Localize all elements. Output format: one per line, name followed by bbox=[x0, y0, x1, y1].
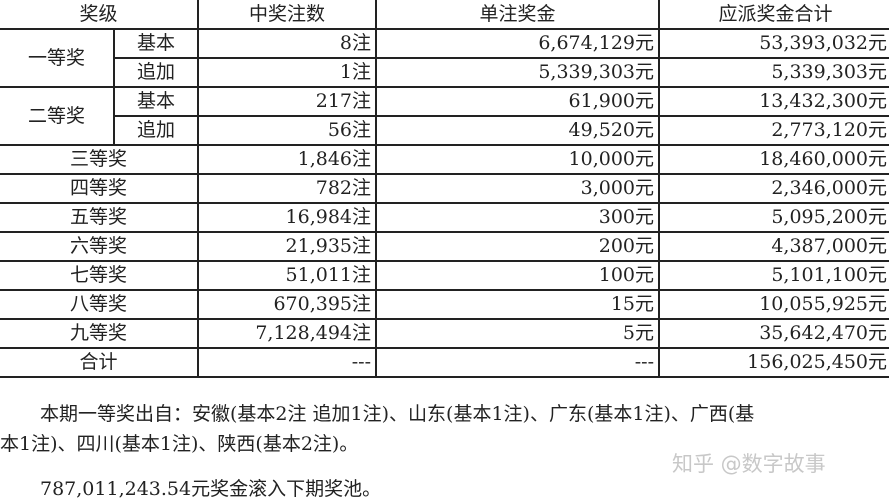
total-cell: 35,642,470元 bbox=[658, 318, 889, 349]
total-cell: 18,460,000元 bbox=[658, 144, 889, 175]
unit-cell: --- bbox=[375, 347, 661, 378]
sub-type: 追加 bbox=[112, 115, 200, 146]
table-row: 二等奖 基本 217注 61,900元 13,432,300元 bbox=[0, 86, 889, 146]
count-cell: 51,011注 bbox=[197, 260, 378, 291]
total-cell: 13,432,300元 bbox=[658, 86, 889, 117]
unit-cell: 6,674,129元 bbox=[375, 28, 661, 59]
count-cell: 7,128,494注 bbox=[197, 318, 378, 349]
total-cell: 2,346,000元 bbox=[658, 173, 889, 204]
unit-cell: 10,000元 bbox=[375, 144, 661, 175]
count-cell: 8注 bbox=[197, 28, 378, 59]
grade-cell: 合计 bbox=[0, 347, 200, 378]
grade-cell: 六等奖 bbox=[0, 231, 200, 262]
grade-cell: 九等奖 bbox=[0, 318, 200, 349]
unit-cell: 5元 bbox=[375, 318, 661, 349]
sub-type: 基本 bbox=[112, 86, 200, 117]
prize-table: 奖级 中奖注数 单注奖金 应派奖金合计 一等奖 基本 8注 6,674,129元… bbox=[0, 0, 889, 378]
table-row: 四等奖 782注 3,000元 2,346,000元 bbox=[0, 173, 889, 204]
total-cell: 53,393,032元 bbox=[658, 28, 889, 59]
count-cell: 217注 bbox=[197, 86, 378, 117]
unit-cell: 5,339,303元 bbox=[375, 57, 661, 88]
unit-cell: 15元 bbox=[375, 289, 661, 320]
table-row: 九等奖 7,128,494注 5元 35,642,470元 bbox=[0, 318, 889, 349]
sub-type: 追加 bbox=[112, 57, 200, 88]
table-row: 追加 56注 49,520元 2,773,120元 bbox=[0, 115, 889, 146]
table-row: 合计 --- --- 156,025,450元 bbox=[0, 347, 889, 378]
table-row: 七等奖 51,011注 100元 5,101,100元 bbox=[0, 260, 889, 291]
total-cell: 5,101,100元 bbox=[658, 260, 889, 291]
total-cell: 2,773,120元 bbox=[658, 115, 889, 146]
grade-cell: 三等奖 bbox=[0, 144, 200, 175]
count-cell: 1注 bbox=[197, 57, 378, 88]
total-cell: 156,025,450元 bbox=[658, 347, 889, 378]
count-cell: 782注 bbox=[197, 173, 378, 204]
sub-type: 基本 bbox=[112, 28, 200, 59]
grade-cell: 八等奖 bbox=[0, 289, 200, 320]
unit-cell: 100元 bbox=[375, 260, 661, 291]
table-row: 六等奖 21,935注 200元 4,387,000元 bbox=[0, 231, 889, 262]
unit-cell: 300元 bbox=[375, 202, 661, 233]
unit-cell: 3,000元 bbox=[375, 173, 661, 204]
count-cell: --- bbox=[197, 347, 378, 378]
count-cell: 21,935注 bbox=[197, 231, 378, 262]
header-count: 中奖注数 bbox=[197, 0, 378, 30]
grade-cell: 二等奖 bbox=[0, 86, 115, 146]
table-row: 追加 1注 5,339,303元 5,339,303元 bbox=[0, 57, 889, 88]
total-cell: 10,055,925元 bbox=[658, 289, 889, 320]
total-cell: 4,387,000元 bbox=[658, 231, 889, 262]
grade-cell: 五等奖 bbox=[0, 202, 200, 233]
table-row: 一等奖 基本 8注 6,674,129元 53,393,032元 bbox=[0, 28, 889, 88]
unit-cell: 200元 bbox=[375, 231, 661, 262]
total-cell: 5,095,200元 bbox=[658, 202, 889, 233]
grade-cell: 一等奖 bbox=[0, 28, 115, 88]
note-line-1: 本期一等奖出自：安徽(基本2注 追加1注)、山东(基本1注)、广东(基本1注)、… bbox=[40, 403, 755, 425]
table-header: 奖级 中奖注数 单注奖金 应派奖金合计 bbox=[0, 0, 889, 30]
total-cell: 5,339,303元 bbox=[658, 57, 889, 88]
grade-cell: 七等奖 bbox=[0, 260, 200, 291]
grade-cell: 四等奖 bbox=[0, 173, 200, 204]
unit-cell: 61,900元 bbox=[375, 86, 661, 117]
watermark: 知乎 @数字故事 bbox=[672, 452, 826, 476]
table-row: 八等奖 670,395注 15元 10,055,925元 bbox=[0, 289, 889, 320]
table-row: 五等奖 16,984注 300元 5,095,200元 bbox=[0, 202, 889, 233]
count-cell: 1,846注 bbox=[197, 144, 378, 175]
header-unit: 单注奖金 bbox=[375, 0, 661, 30]
unit-cell: 49,520元 bbox=[375, 115, 661, 146]
note-line-3: 787,011,243.54元奖金滚入下期奖池。 bbox=[40, 478, 382, 500]
header-grade: 奖级 bbox=[0, 0, 200, 30]
count-cell: 56注 bbox=[197, 115, 378, 146]
note-line-2: 本1注)、四川(基本1注)、陕西(基本2注)。 bbox=[0, 433, 359, 455]
table-row: 三等奖 1,846注 10,000元 18,460,000元 bbox=[0, 144, 889, 175]
header-total: 应派奖金合计 bbox=[658, 0, 889, 30]
count-cell: 670,395注 bbox=[197, 289, 378, 320]
count-cell: 16,984注 bbox=[197, 202, 378, 233]
